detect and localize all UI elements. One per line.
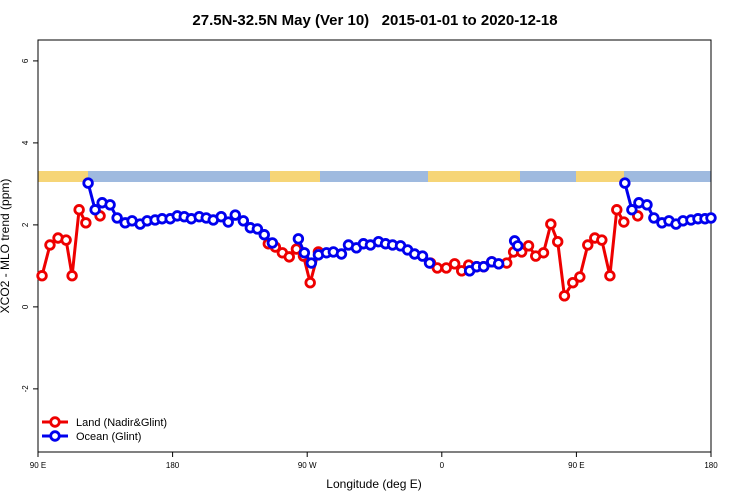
data-point xyxy=(567,276,579,289)
data-point xyxy=(618,216,630,228)
surface-strip xyxy=(38,171,711,182)
data-point xyxy=(111,212,123,224)
y-tick-label: -2 xyxy=(21,385,30,393)
x-axis-label: Longitude (deg E) xyxy=(326,477,421,491)
data-point xyxy=(304,276,316,289)
ocean-segment xyxy=(520,171,576,182)
data-point xyxy=(440,262,452,274)
data-point xyxy=(545,218,557,230)
data-point xyxy=(266,237,279,249)
data-point xyxy=(705,212,717,224)
data-point xyxy=(582,239,594,251)
x-tick-label: 180 xyxy=(704,461,718,470)
data-point xyxy=(558,290,571,302)
legend-marker xyxy=(49,430,61,442)
y-tick-label: 4 xyxy=(21,140,30,145)
land-segment xyxy=(428,171,520,182)
data-point xyxy=(626,204,638,216)
data-point xyxy=(492,258,505,270)
data-point xyxy=(73,204,85,216)
data-point xyxy=(80,217,92,229)
ocean-segment xyxy=(88,171,270,182)
land-segment xyxy=(38,171,88,182)
legend-label: Land (Nadir&Glint) xyxy=(76,417,167,429)
data-point xyxy=(104,199,116,211)
legend-marker xyxy=(49,416,61,428)
data-point xyxy=(258,229,270,241)
data-point xyxy=(89,204,101,216)
data-point xyxy=(522,240,535,252)
y-tick-label: 6 xyxy=(21,58,30,63)
data-point xyxy=(537,247,550,259)
y-tick-label: 2 xyxy=(21,222,30,227)
data-point xyxy=(641,199,653,211)
data-point xyxy=(423,257,436,269)
x-tick-label: 90 E xyxy=(30,461,46,470)
data-point xyxy=(305,257,318,269)
y-tick-label: 0 xyxy=(21,304,30,309)
series-line xyxy=(86,182,712,273)
ocean-segment xyxy=(320,171,428,182)
x-tick-label: 90 E xyxy=(568,461,584,470)
land-segment xyxy=(576,171,624,182)
land-segment xyxy=(270,171,320,182)
data-point xyxy=(596,234,608,246)
data-point xyxy=(448,258,461,270)
data-point xyxy=(36,270,48,282)
data-point xyxy=(648,212,660,224)
legend-label: Ocean (Glint) xyxy=(76,431,141,443)
data-point xyxy=(66,270,78,282)
y-axis-label: XCO2 - MLO trend (ppm) xyxy=(0,179,12,314)
plot-frame xyxy=(37,39,712,453)
data-point xyxy=(292,233,305,245)
data-point xyxy=(335,248,348,260)
data-point xyxy=(512,240,524,252)
data-point xyxy=(552,235,564,248)
x-tick-label: 180 xyxy=(166,461,180,470)
data-point xyxy=(82,177,94,189)
x-tick-label: 90 W xyxy=(298,461,317,470)
data-point xyxy=(237,215,250,227)
data-point xyxy=(604,270,616,282)
data-point xyxy=(298,247,311,259)
data-point xyxy=(251,223,264,235)
data-point xyxy=(222,216,234,228)
data-point xyxy=(611,204,623,216)
data-point xyxy=(229,209,241,221)
data-point xyxy=(416,250,429,262)
data-point xyxy=(60,234,72,246)
data-point xyxy=(44,239,56,251)
x-tick-label: 0 xyxy=(440,461,445,470)
data-point xyxy=(215,210,227,223)
ocean-segment xyxy=(624,171,711,182)
data-point xyxy=(619,177,631,189)
chart-title: 27.5N-32.5N May (Ver 10) 2015-01-01 to 2… xyxy=(192,12,557,29)
data-point xyxy=(574,271,586,283)
data-point xyxy=(477,261,490,273)
data-point xyxy=(283,251,295,263)
